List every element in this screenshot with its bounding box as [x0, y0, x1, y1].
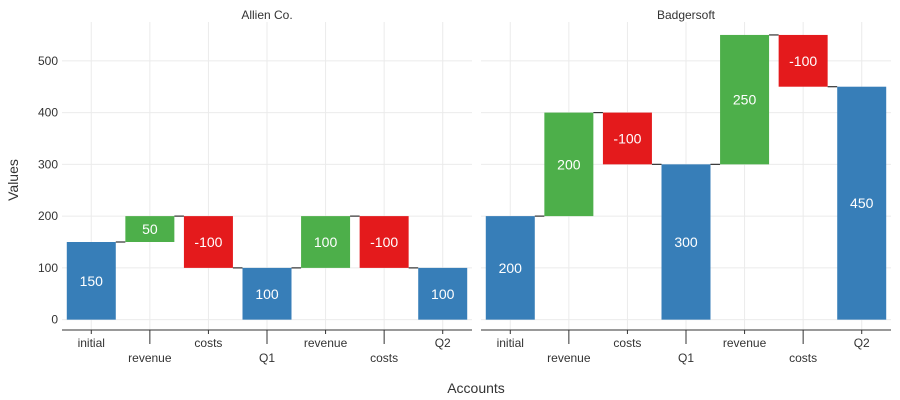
bar-value-label: 200 [499, 260, 523, 276]
y-tick-label: 400 [38, 106, 58, 120]
y-tick-label: 0 [51, 313, 58, 327]
bar-value-label: 100 [314, 234, 338, 250]
bar-value-label: 250 [733, 92, 757, 108]
x-tick-label: revenue [304, 336, 348, 350]
facet-title-1: Allien Co. [241, 8, 292, 22]
x-tick-label: costs [789, 351, 817, 365]
bar-value-label: 100 [255, 286, 279, 302]
bar-value-label: -100 [613, 130, 641, 146]
bar-value-label: -100 [194, 234, 222, 250]
x-tick-label: Q2 [854, 336, 870, 350]
bar-value-label: 150 [80, 273, 104, 289]
x-tick-label: initial [78, 336, 105, 350]
x-tick-label: costs [194, 336, 222, 350]
bar-value-label: 300 [674, 234, 698, 250]
x-tick-label: costs [370, 351, 398, 365]
bar-value-label: 100 [431, 286, 455, 302]
x-tick-label: revenue [128, 351, 172, 365]
y-axis-title: Values [5, 159, 21, 201]
x-tick-label: revenue [547, 351, 591, 365]
y-tick-label: 100 [38, 261, 58, 275]
axis-layer [62, 330, 891, 344]
x-tick-label: Q1 [259, 351, 275, 365]
x-tick-label: Q2 [435, 336, 451, 350]
bar-value-label: 50 [142, 221, 158, 237]
bar-value-label: -100 [789, 53, 817, 69]
y-tick-label: 200 [38, 209, 58, 223]
bar-value-label: -100 [370, 234, 398, 250]
bar-layer [67, 35, 886, 320]
y-tick-label: 300 [38, 157, 58, 171]
y-tick-label: 500 [38, 54, 58, 68]
bar-value-label: 200 [557, 156, 581, 172]
x-tick-label: revenue [723, 336, 767, 350]
x-tick-label: costs [613, 336, 641, 350]
x-tick-label: Q1 [678, 351, 694, 365]
bar-value-label: 450 [850, 195, 874, 211]
facet-title-2: Badgersoft [657, 8, 716, 22]
x-axis-title: Accounts [447, 380, 505, 396]
x-tick-label: initial [497, 336, 524, 350]
